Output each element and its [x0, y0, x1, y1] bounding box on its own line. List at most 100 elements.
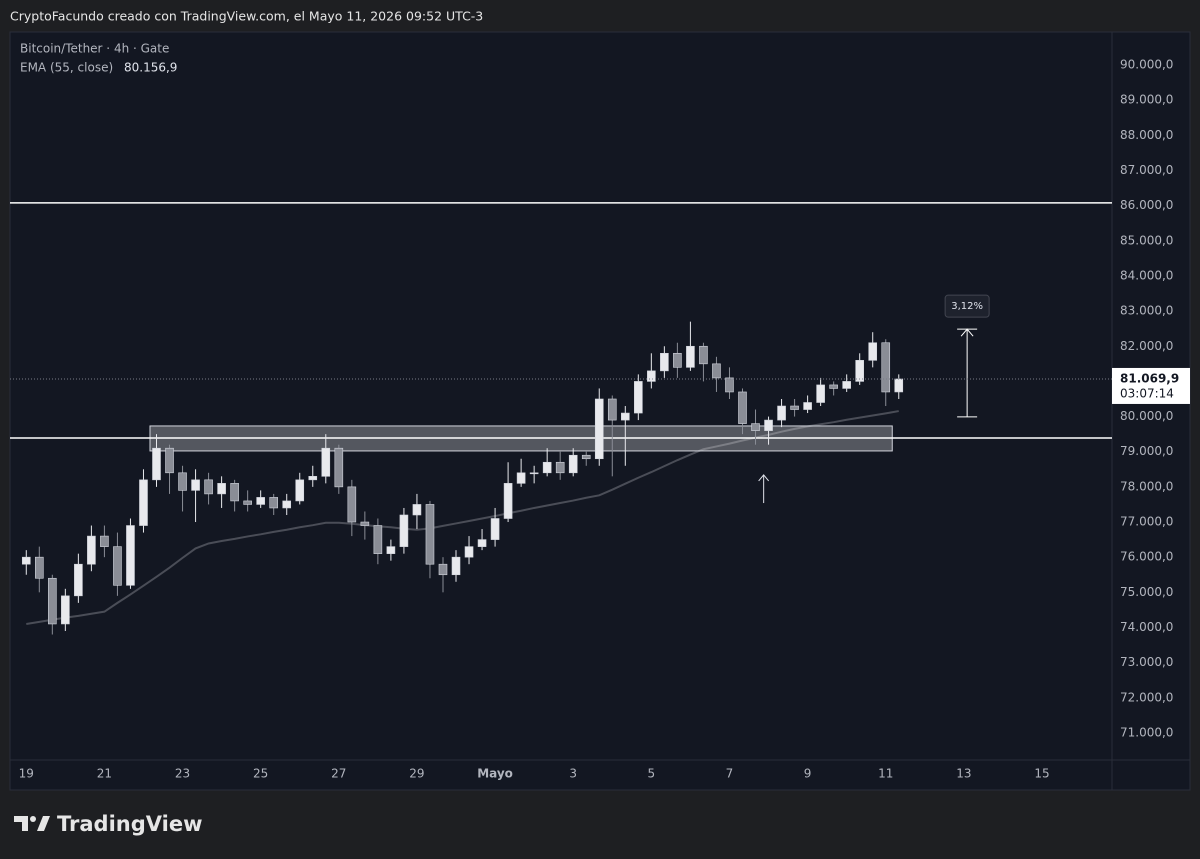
candle-body — [894, 378, 904, 393]
candle-body — [412, 504, 422, 516]
candle-body — [516, 472, 526, 484]
candle-body — [438, 563, 448, 576]
y-tick-label: 78.000,0 — [1120, 479, 1173, 493]
y-tick-label: 82.000,0 — [1120, 339, 1173, 353]
candle-body — [725, 377, 734, 393]
x-tick-label: 7 — [726, 767, 734, 781]
legend-title: Bitcoin/Tether · 4h · Gate — [20, 42, 169, 56]
y-tick-label: 85.000,0 — [1120, 233, 1173, 247]
measure-label: 3,12% — [951, 301, 983, 312]
y-tick-label: 74.000,0 — [1120, 620, 1173, 634]
candle-body — [790, 405, 799, 410]
candle-body — [647, 370, 656, 382]
candle-body — [256, 497, 265, 505]
candle-body — [126, 525, 135, 586]
candle-body — [334, 447, 344, 488]
candle-body — [399, 514, 409, 547]
candle-body — [217, 483, 226, 495]
brand-logo: TradingView — [14, 812, 202, 836]
y-tick-label: 80.000,0 — [1120, 409, 1173, 423]
candle-body — [243, 500, 252, 505]
y-tick-label: 89.000,0 — [1120, 93, 1173, 107]
candle-body — [373, 525, 383, 554]
y-tick-label: 75.000,0 — [1120, 585, 1173, 599]
candle-body — [607, 398, 617, 421]
candle-body — [764, 419, 773, 431]
candle-body — [803, 402, 812, 410]
candle-body — [738, 391, 747, 424]
candle-body — [386, 546, 396, 554]
candle-body — [594, 398, 604, 460]
x-tick-label: 21 — [97, 767, 112, 781]
candle-body — [269, 497, 278, 509]
candle-body — [751, 423, 760, 431]
candle-body — [347, 486, 357, 523]
candle-body — [308, 476, 318, 481]
candle-body — [100, 535, 109, 547]
y-tick-label: 87.000,0 — [1120, 163, 1173, 177]
x-tick-label: 5 — [648, 767, 656, 781]
x-tick-label: 9 — [804, 767, 812, 781]
last-price-box — [1112, 367, 1190, 404]
candle-body — [686, 345, 695, 368]
candle-body — [34, 556, 44, 579]
candle-body — [464, 546, 474, 558]
last-price-label: 81.069,9 — [1120, 371, 1179, 385]
candle-body — [21, 556, 31, 565]
candle-body — [425, 504, 435, 565]
y-tick-label: 76.000,0 — [1120, 550, 1173, 564]
candle-body — [568, 454, 578, 474]
ema-legend: EMA (55, close) — [20, 61, 113, 75]
logo-mark — [14, 816, 28, 831]
candle-body — [48, 577, 57, 625]
y-tick-label: 84.000,0 — [1120, 268, 1173, 282]
y-tick-label: 88.000,0 — [1120, 128, 1173, 142]
y-tick-label: 72.000,0 — [1120, 690, 1173, 704]
y-tick-label: 86.000,0 — [1120, 198, 1173, 212]
candle-body — [855, 360, 864, 382]
candle-body — [581, 454, 591, 460]
candle-body — [868, 342, 878, 361]
candle-body — [660, 352, 669, 372]
y-tick-label: 90.000,0 — [1120, 58, 1173, 72]
candle-body — [152, 447, 161, 481]
x-tick-label: 29 — [409, 767, 424, 781]
x-tick-label: 15 — [1034, 767, 1049, 781]
logo-dot — [30, 816, 36, 822]
x-tick-label: 25 — [253, 767, 268, 781]
candle-body — [490, 518, 500, 540]
candle-body — [282, 500, 292, 509]
arrow-head — [758, 474, 770, 482]
candle-body — [87, 535, 96, 565]
candle-body — [477, 539, 487, 547]
candle-body — [191, 479, 200, 491]
y-tick-label: 83.000,0 — [1120, 304, 1173, 318]
candle-body — [204, 479, 213, 495]
measure-head — [960, 328, 974, 337]
candle-body — [816, 384, 825, 403]
candle-body — [555, 461, 565, 474]
candle-body — [842, 381, 851, 389]
candle-body — [165, 447, 174, 474]
candle-body — [230, 483, 239, 502]
countdown: 03:07:14 — [1120, 386, 1174, 400]
measure-label-box — [944, 294, 990, 318]
x-tick-label: 19 — [19, 767, 34, 781]
candle-body — [113, 546, 122, 586]
y-tick-label: 73.000,0 — [1120, 655, 1173, 669]
ema-legend-value: 80.156,9 — [124, 61, 177, 75]
candle-body — [295, 479, 305, 502]
y-tick-label: 79.000,0 — [1120, 444, 1173, 458]
candle-body — [620, 412, 630, 421]
logo-slash — [37, 816, 50, 831]
candle-body — [712, 363, 721, 379]
candle-body — [61, 595, 70, 625]
x-tick-label: 3 — [569, 767, 577, 781]
candle-body — [542, 461, 552, 474]
credit: CryptoFacundo creado con TradingView.com… — [10, 9, 483, 24]
candle-body — [503, 483, 513, 519]
candle-body — [529, 472, 539, 475]
candle-body — [360, 521, 370, 526]
y-tick-label: 77.000,0 — [1120, 515, 1173, 529]
